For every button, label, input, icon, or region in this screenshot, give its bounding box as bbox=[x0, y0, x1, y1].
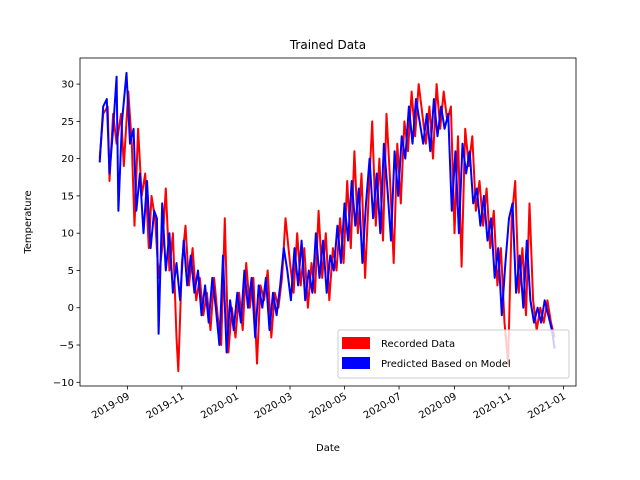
y-axis-label: Temperature bbox=[23, 190, 34, 254]
series-layer bbox=[98, 71, 556, 373]
y-tick-label: 0 bbox=[68, 303, 74, 314]
y-tick-label: 25 bbox=[61, 117, 74, 128]
legend-box bbox=[337, 329, 570, 379]
y-tick-label: −10 bbox=[53, 378, 74, 389]
series-line-recorded bbox=[98, 83, 556, 373]
y-tick-label: 15 bbox=[61, 191, 74, 202]
legend-swatch-recorded bbox=[342, 337, 370, 349]
y-tick-label: −5 bbox=[59, 341, 74, 352]
y-tick-label: 30 bbox=[61, 80, 74, 91]
y-tick-label: 5 bbox=[68, 266, 74, 277]
series-line-predicted bbox=[98, 71, 556, 354]
y-tick-label: 10 bbox=[61, 229, 74, 240]
legend-label-predicted: Predicted Based on Model bbox=[381, 359, 511, 370]
legend-label-recorded: Recorded Data bbox=[381, 339, 455, 350]
y-tick-label: 20 bbox=[61, 154, 74, 165]
legend: Recorded Data Predicted Based on Model bbox=[337, 329, 570, 379]
y-axis: −10 −5 0 5 10 15 20 25 30 bbox=[53, 80, 80, 389]
chart-title: Trained Data bbox=[289, 38, 366, 52]
legend-swatch-predicted bbox=[342, 357, 370, 369]
plot-frame bbox=[79, 57, 577, 387]
x-axis-label: Date bbox=[316, 443, 340, 454]
